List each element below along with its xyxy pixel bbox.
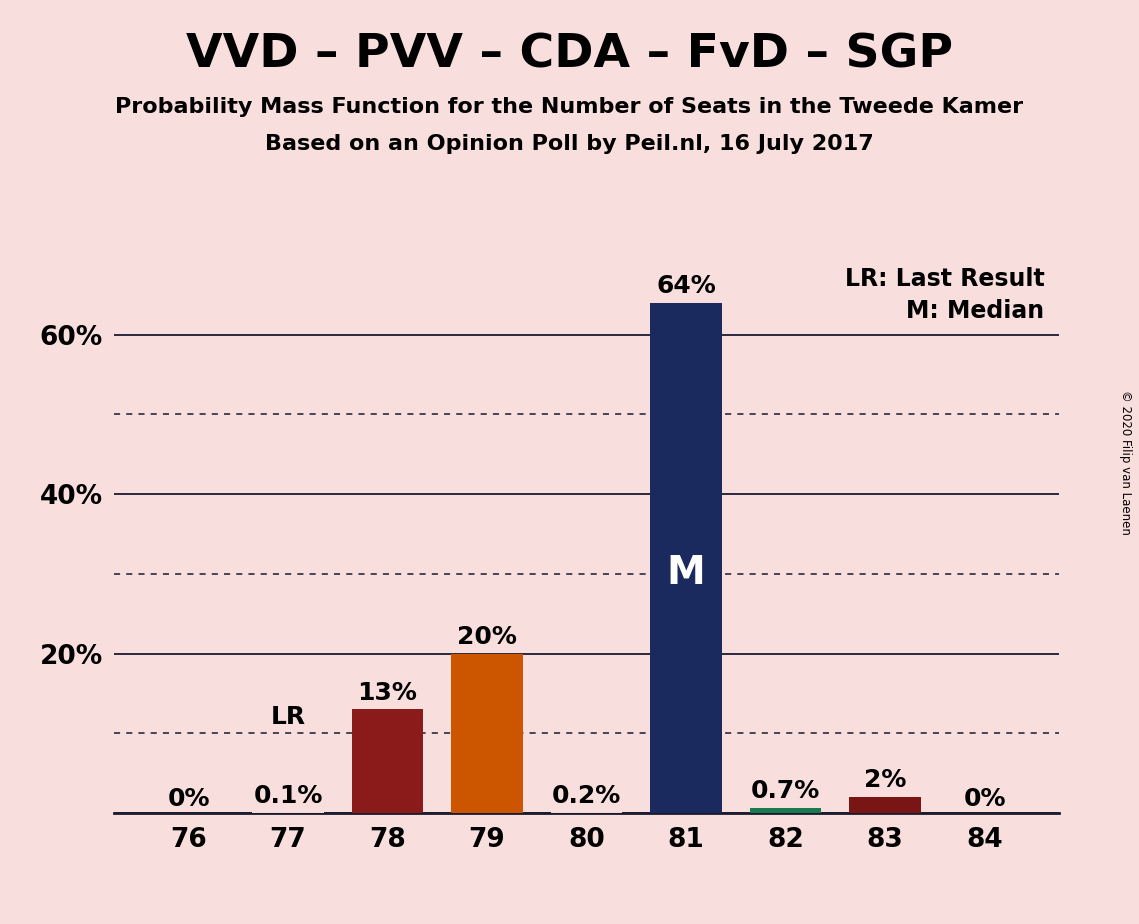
Text: 64%: 64% bbox=[656, 274, 716, 298]
Text: 20%: 20% bbox=[457, 625, 517, 649]
Text: 0.7%: 0.7% bbox=[751, 779, 820, 803]
Text: Probability Mass Function for the Number of Seats in the Tweede Kamer: Probability Mass Function for the Number… bbox=[115, 97, 1024, 117]
Text: 0%: 0% bbox=[964, 786, 1006, 810]
Bar bbox=[850, 797, 921, 813]
Text: 13%: 13% bbox=[358, 681, 418, 705]
Bar bbox=[650, 302, 722, 813]
Text: 2%: 2% bbox=[865, 769, 907, 793]
Text: Based on an Opinion Poll by Peil.nl, 16 July 2017: Based on an Opinion Poll by Peil.nl, 16 … bbox=[265, 134, 874, 154]
Bar bbox=[551, 811, 622, 813]
Bar bbox=[749, 808, 821, 813]
Text: M: M bbox=[666, 554, 705, 592]
Text: LR: LR bbox=[270, 705, 305, 729]
Text: 0%: 0% bbox=[167, 786, 210, 810]
Text: M: Median: M: Median bbox=[907, 298, 1044, 322]
Text: VVD – PVV – CDA – FvD – SGP: VVD – PVV – CDA – FvD – SGP bbox=[186, 32, 953, 78]
Text: 0.2%: 0.2% bbox=[552, 784, 621, 808]
Text: 0.1%: 0.1% bbox=[253, 784, 322, 808]
Bar bbox=[451, 653, 523, 813]
Text: © 2020 Filip van Laenen: © 2020 Filip van Laenen bbox=[1118, 390, 1132, 534]
Bar bbox=[352, 710, 424, 813]
Text: LR: Last Result: LR: Last Result bbox=[845, 267, 1044, 291]
